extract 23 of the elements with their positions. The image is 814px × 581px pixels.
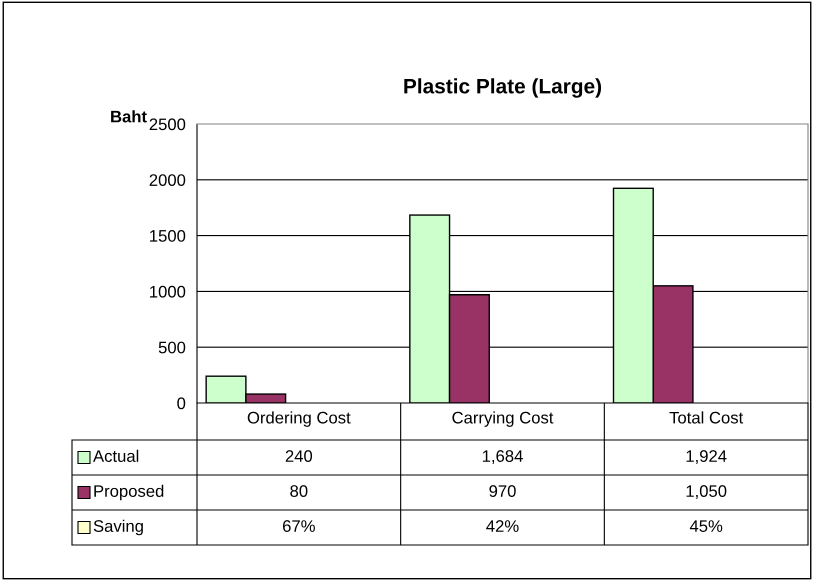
x-tick-label: Total Cost — [669, 411, 744, 424]
legend-label: Actual — [93, 450, 138, 462]
y-tick-label: 500 — [158, 342, 186, 354]
text: 42% — [486, 520, 519, 532]
data-label: 970 — [489, 485, 516, 497]
legend-label: Saving — [94, 520, 143, 536]
data-label: 240 — [286, 450, 312, 462]
text: 67% — [283, 520, 315, 532]
data-label: 1,924 — [686, 450, 727, 464]
y-tick-label: 2000 — [150, 174, 186, 186]
data-label: 1,684 — [482, 450, 523, 464]
chart-title: Plastic Plate (Large) — [404, 78, 602, 98]
y-tick-label: 2500 — [150, 118, 186, 130]
y-tick-label: 1500 — [150, 230, 186, 242]
y-axis-title: Baht — [111, 110, 147, 122]
data-label: 80 — [290, 485, 308, 497]
legend-label: Proposed — [94, 484, 164, 500]
y-tick-label: 1000 — [150, 286, 186, 298]
data-label: 1,050 — [686, 485, 726, 499]
text: 45% — [690, 520, 722, 532]
x-tick-label: Carrying Cost — [452, 411, 554, 427]
x-tick-label: Ordering Cost — [248, 411, 351, 427]
y-tick-label: 0 — [177, 397, 186, 410]
